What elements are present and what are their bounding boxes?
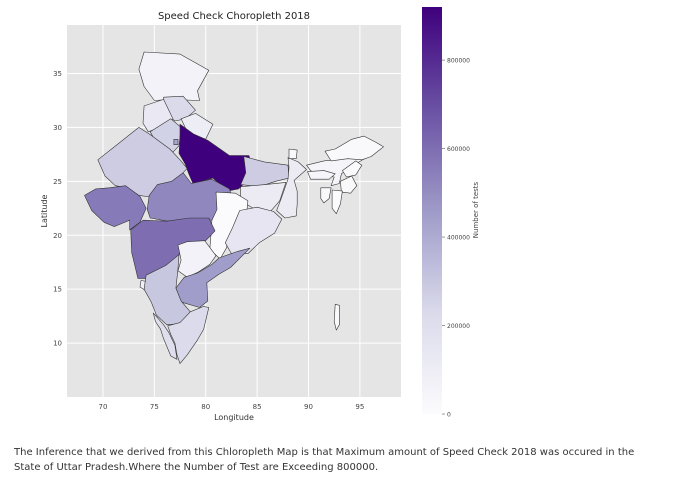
colorbar-tick-label-800000: 800000 (447, 58, 470, 65)
region-delhi[interactable] (173, 139, 179, 145)
region-mizoram[interactable] (331, 189, 343, 214)
x-axis-ticks: 70 75 80 85 90 95 (99, 403, 365, 411)
region-telangana[interactable] (177, 240, 217, 278)
state-regions (84, 51, 384, 364)
inference-caption: The Inference that we derived from this … (14, 447, 635, 473)
y-tick-label-15: 15 (53, 286, 62, 294)
y-axis-label: Latitude (40, 194, 49, 227)
colorbar-ticks: 0 200000 400000 600000 800000 (442, 58, 470, 419)
chart-title: Speed Check Choropleth 2018 (158, 11, 310, 22)
colorbar-tick-label-400000: 400000 (447, 235, 470, 242)
region-arunachal-pradesh[interactable] (324, 135, 384, 162)
region-odisha[interactable] (225, 206, 283, 254)
region-tamil-nadu[interactable] (167, 306, 210, 364)
y-tick-label-25: 25 (53, 178, 62, 186)
y-axis-ticks: 10 15 20 25 30 35 (53, 70, 62, 348)
region-kerala[interactable] (153, 312, 178, 360)
x-tick-label-70: 70 (99, 403, 108, 411)
region-meghalaya[interactable] (307, 170, 336, 180)
x-tick-label-85: 85 (253, 403, 262, 411)
x-tick-label-75: 75 (150, 403, 159, 411)
y-tick-label-20: 20 (53, 232, 62, 240)
x-tick-label-95: 95 (355, 403, 364, 411)
region-nagaland[interactable] (342, 160, 363, 178)
region-andaman-and-nicobar-islands[interactable] (333, 303, 340, 331)
y-tick-label-30: 30 (53, 124, 62, 132)
x-tick-label-90: 90 (304, 403, 313, 411)
colorbar-label: Number of tests (472, 181, 480, 238)
colorbar (422, 7, 442, 414)
region-tripura[interactable] (320, 187, 332, 204)
x-tick-label-80: 80 (201, 403, 210, 411)
y-tick-label-10: 10 (53, 340, 62, 348)
colorbar-tick-label-200000: 200000 (447, 323, 470, 330)
colorbar-tick-label-600000: 600000 (447, 146, 470, 153)
region-west-bengal[interactable] (276, 157, 307, 219)
x-axis-label: Longitude (214, 413, 254, 422)
region-sikkim[interactable] (288, 148, 298, 159)
choropleth-figure: 70 75 80 85 90 95 10 15 20 25 30 35 Speed Check Ch… (40, 7, 480, 422)
region-bihar[interactable] (240, 156, 290, 187)
region-andhra-pradesh[interactable] (175, 247, 251, 308)
colorbar-tick-label-0: 0 (447, 412, 451, 419)
region-manipur[interactable] (340, 175, 358, 194)
y-tick-label-35: 35 (53, 70, 62, 78)
region-chhattisgarh[interactable] (209, 191, 249, 260)
